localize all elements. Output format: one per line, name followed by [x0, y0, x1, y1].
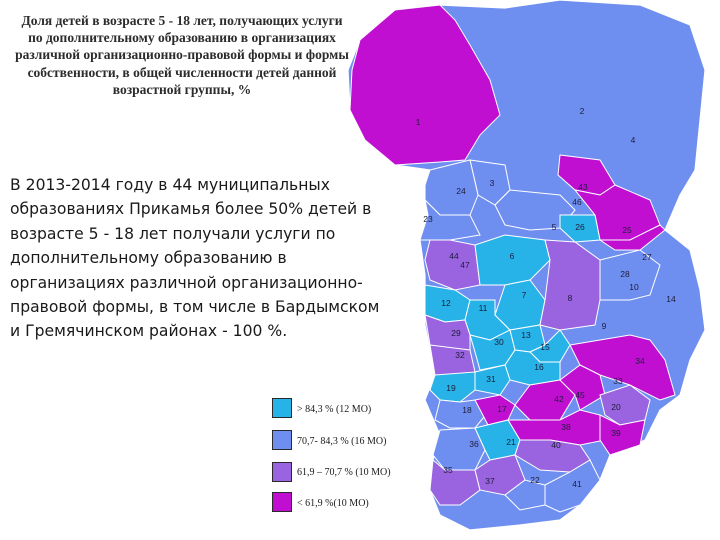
- region-label: 28: [620, 269, 630, 279]
- region-36: [432, 427, 486, 471]
- region-label: 23: [423, 214, 433, 224]
- region-label: 41: [572, 479, 582, 489]
- region-label: 33: [613, 376, 623, 386]
- region-label: 34: [635, 356, 645, 366]
- region-label: 22: [530, 475, 540, 485]
- legend-swatch-cyan: [272, 398, 292, 418]
- region-label: 5: [552, 222, 557, 232]
- region-label: 40: [551, 440, 561, 450]
- region-label: 37: [485, 476, 495, 486]
- region-44: [424, 239, 481, 291]
- region-40: [514, 439, 591, 473]
- region-label: 15: [540, 342, 550, 352]
- region-label: 2: [580, 106, 585, 116]
- region-35: [429, 459, 481, 506]
- region-label: 46: [572, 197, 582, 207]
- region-label: 45: [575, 390, 585, 400]
- region-label: 11: [479, 303, 488, 313]
- legend-swatch-magenta: [272, 492, 292, 512]
- legend-label: > 84,3 % (12 МО): [297, 404, 372, 415]
- region-label: 16: [534, 362, 544, 372]
- region-label: 18: [462, 405, 472, 415]
- region-label: 14: [666, 294, 676, 304]
- region-label: 7: [522, 290, 527, 300]
- region-label: 29: [451, 328, 461, 338]
- region-label: 47: [460, 260, 470, 270]
- region-label: 10: [629, 282, 639, 292]
- region-1: [349, 4, 501, 166]
- legend-label: 61,9 – 70,7 % (10 МО): [297, 467, 391, 478]
- region-label: 26: [575, 222, 585, 232]
- region-label: 25: [622, 225, 632, 235]
- region-label: 21: [506, 437, 516, 447]
- legend-swatch-violet: [272, 462, 292, 482]
- region-label: 42: [554, 394, 564, 404]
- summary-text: В 2013-2014 году в 44 муниципальных обра…: [10, 176, 380, 341]
- region-8: [539, 239, 601, 331]
- region-label: 24: [456, 186, 466, 196]
- region-label: 44: [449, 251, 459, 261]
- region-17: [474, 394, 516, 426]
- region-label: 27: [642, 252, 652, 262]
- region-6: [474, 234, 551, 286]
- region-label: 1: [416, 117, 421, 127]
- legend-label: 70,7- 84,3 % (16 МО): [297, 436, 387, 447]
- region-23: [419, 198, 481, 241]
- region-label: 4: [631, 135, 636, 145]
- region-41: [544, 459, 601, 513]
- region-label: 12: [441, 298, 451, 308]
- region-label: 31: [486, 374, 496, 384]
- legend-swatch-blue: [272, 430, 292, 450]
- region-label: 35: [443, 465, 453, 475]
- region-25: [598, 224, 666, 251]
- legend-label: < 61,9 %(10 МО): [297, 498, 369, 509]
- region-label: 19: [446, 383, 456, 393]
- region-18: [434, 399, 489, 429]
- region-label: 32: [455, 350, 465, 360]
- region-label: 43: [578, 182, 588, 192]
- map-title: Доля детей в возрасте 5 - 18 лет, получа…: [15, 13, 349, 97]
- region-label: 9: [602, 321, 607, 331]
- region-label: 6: [510, 251, 515, 261]
- region-label: 17: [497, 404, 507, 414]
- region-26: [559, 214, 601, 243]
- region-39: [599, 414, 646, 456]
- region-label: 39: [611, 428, 621, 438]
- region-16: [504, 349, 561, 386]
- region-label: 36: [469, 439, 479, 449]
- region-label: 8: [568, 293, 573, 303]
- region-label: 3: [490, 178, 495, 188]
- region-label: 13: [521, 330, 531, 340]
- region-label: 30: [494, 337, 504, 347]
- region-label: 20: [611, 402, 621, 412]
- region-label: 38: [561, 422, 571, 432]
